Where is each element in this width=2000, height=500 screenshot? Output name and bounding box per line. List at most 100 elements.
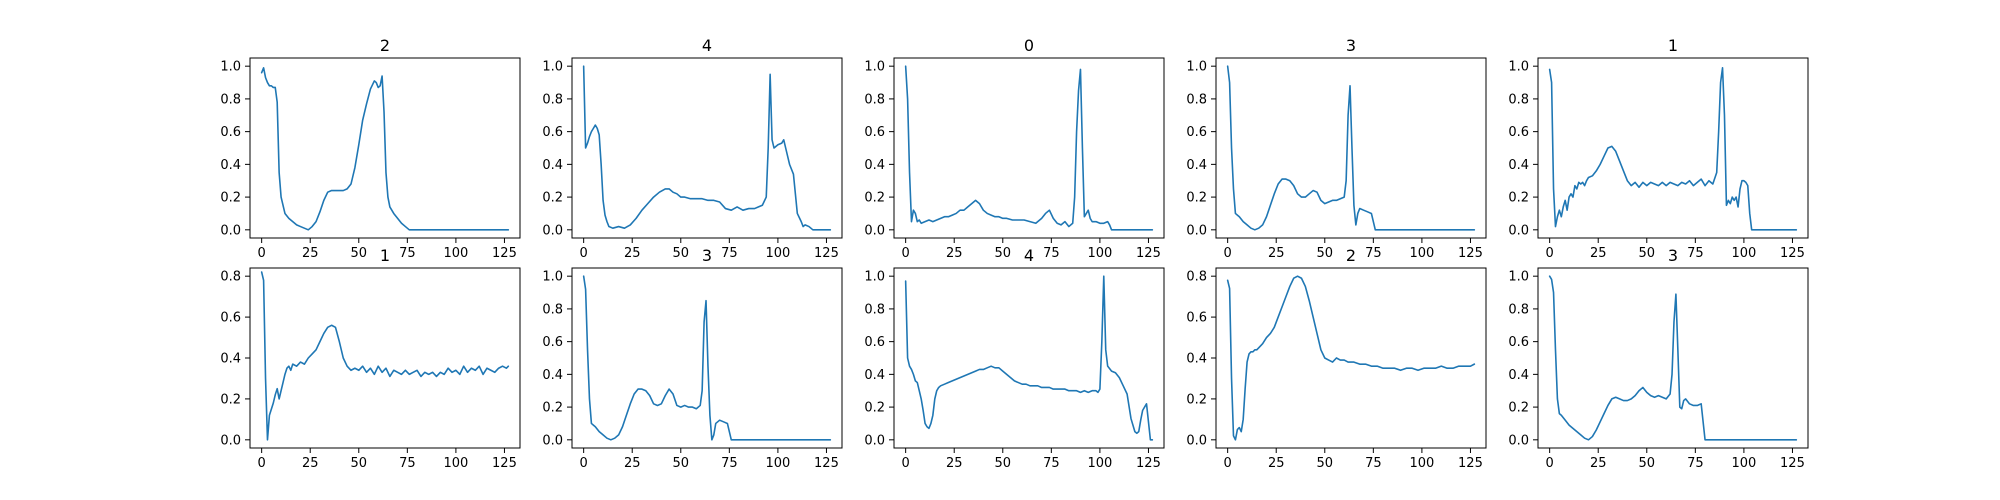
axes-frame bbox=[249, 267, 521, 449]
y-tick-label: 1.0 bbox=[1186, 60, 1207, 75]
axes-frame bbox=[571, 267, 843, 449]
y-tick-label: 0.8 bbox=[1508, 92, 1529, 107]
subplot-6: 0 25 50 75 100 125 0.0 0.2 0.4 0.6 0.8 1 bbox=[220, 246, 521, 471]
x-tick-label: 25 bbox=[946, 246, 963, 261]
y-tick-label: 0.8 bbox=[542, 302, 563, 317]
x-tick-label: 100 bbox=[1409, 456, 1434, 471]
x-tick-label: 25 bbox=[624, 246, 641, 261]
y-tick-label: 0.4 bbox=[220, 352, 241, 367]
y-tick-label: 0.0 bbox=[542, 223, 563, 238]
y-tick-label: 1.0 bbox=[864, 60, 885, 75]
subplot-1: 0 25 50 75 100 125 0.0 0.2 0.4 0.6 0.8 1.0 2 bbox=[220, 36, 521, 261]
x-tick-label: 25 bbox=[1268, 456, 1285, 471]
y-tick-label: 0.8 bbox=[1508, 302, 1529, 317]
series-line-1 bbox=[1226, 275, 1476, 441]
y-tick-label: 0.0 bbox=[864, 223, 885, 238]
x-tick-label: 0 bbox=[1546, 246, 1554, 261]
subplot-3: 0 25 50 75 100 125 0.0 0.2 0.4 0.6 0.8 1.0 0 bbox=[864, 36, 1165, 261]
subplot-9: 0 25 50 75 100 125 0.0 0.2 0.4 0.6 0.8 2 bbox=[1186, 246, 1487, 471]
y-tick-label: 0.6 bbox=[1186, 125, 1207, 140]
x-tick-label: 100 bbox=[1731, 246, 1756, 261]
x-tick-label: 125 bbox=[1780, 456, 1805, 471]
x-tick-label: 75 bbox=[1687, 246, 1704, 261]
y-tick-label: 0.2 bbox=[1508, 401, 1529, 416]
y-tick-label: 0.4 bbox=[864, 158, 885, 173]
y-tick-label: 0.8 bbox=[220, 270, 241, 285]
series-line-1 bbox=[260, 271, 510, 441]
x-tick-label: 125 bbox=[1458, 246, 1483, 261]
x-tick-label: 125 bbox=[492, 246, 517, 261]
y-tick-label: 0.4 bbox=[542, 368, 563, 383]
subplot-title: 3 bbox=[702, 246, 712, 265]
y-tick-label: 0.2 bbox=[542, 191, 563, 206]
x-tick-label: 25 bbox=[1590, 456, 1607, 471]
y-tick-label: 1.0 bbox=[1508, 270, 1529, 285]
series-line-1 bbox=[1548, 275, 1798, 441]
y-tick-label: 0.0 bbox=[220, 223, 241, 238]
x-tick-label: 50 bbox=[673, 456, 690, 471]
y-tick-label: 0.2 bbox=[220, 392, 241, 407]
y-tick-label: 0.8 bbox=[220, 92, 241, 107]
series-line-1 bbox=[904, 65, 1154, 231]
y-tick-label: 0.6 bbox=[1508, 335, 1529, 350]
axes-frame bbox=[249, 57, 521, 239]
x-tick-label: 75 bbox=[1687, 456, 1704, 471]
subplot-7: 0 25 50 75 100 125 0.0 0.2 0.4 0.6 0.8 1.0 3 bbox=[542, 246, 843, 471]
y-tick-label: 0.8 bbox=[864, 92, 885, 107]
x-tick-label: 75 bbox=[1365, 246, 1382, 261]
axes-frame bbox=[1537, 57, 1809, 239]
y-tick-label: 1.0 bbox=[864, 270, 885, 285]
subplot-10: 0 25 50 75 100 125 0.0 0.2 0.4 0.6 0.8 1.0 3 bbox=[1508, 246, 1809, 471]
x-tick-label: 125 bbox=[1458, 456, 1483, 471]
series-line-1 bbox=[1226, 65, 1476, 231]
x-tick-label: 25 bbox=[624, 456, 641, 471]
series-line-1 bbox=[1548, 67, 1798, 231]
subplot-title: 2 bbox=[1346, 246, 1356, 265]
x-tick-label: 75 bbox=[1043, 246, 1060, 261]
subplot-5: 0 25 50 75 100 125 0.0 0.2 0.4 0.6 0.8 1.0 1 bbox=[1508, 36, 1809, 261]
x-tick-label: 25 bbox=[302, 246, 319, 261]
x-tick-label: 125 bbox=[492, 456, 517, 471]
x-tick-label: 0 bbox=[1546, 456, 1554, 471]
x-tick-label: 125 bbox=[1780, 246, 1805, 261]
y-tick-label: 0.2 bbox=[864, 191, 885, 206]
x-tick-label: 100 bbox=[1409, 246, 1434, 261]
x-tick-label: 25 bbox=[1590, 246, 1607, 261]
subplot-8: 0 25 50 75 100 125 0.0 0.2 0.4 0.6 0.8 1.0 4 bbox=[864, 246, 1165, 471]
y-tick-label: 0.4 bbox=[1186, 158, 1207, 173]
x-tick-label: 50 bbox=[995, 246, 1012, 261]
y-tick-label: 1.0 bbox=[1508, 60, 1529, 75]
axes-frame bbox=[1537, 267, 1809, 449]
x-tick-label: 125 bbox=[1136, 456, 1161, 471]
x-tick-label: 75 bbox=[1043, 456, 1060, 471]
axes-frame bbox=[1215, 57, 1487, 239]
y-tick-label: 0.6 bbox=[864, 335, 885, 350]
y-tick-label: 0.4 bbox=[864, 368, 885, 383]
x-tick-label: 50 bbox=[1317, 246, 1334, 261]
subplot-title: 2 bbox=[380, 36, 390, 55]
y-tick-label: 0.8 bbox=[1186, 270, 1207, 285]
x-tick-label: 0 bbox=[580, 456, 588, 471]
y-tick-label: 0.4 bbox=[542, 158, 563, 173]
x-tick-label: 50 bbox=[351, 456, 368, 471]
y-tick-label: 0.6 bbox=[1508, 125, 1529, 140]
x-tick-label: 0 bbox=[258, 456, 266, 471]
x-tick-label: 50 bbox=[1639, 456, 1656, 471]
series-line-1 bbox=[904, 275, 1154, 441]
x-tick-label: 125 bbox=[814, 456, 839, 471]
x-tick-label: 0 bbox=[902, 246, 910, 261]
x-tick-label: 50 bbox=[1317, 456, 1334, 471]
subplot-4: 0 25 50 75 100 125 0.0 0.2 0.4 0.6 0.8 1.0 3 bbox=[1186, 36, 1487, 261]
series-line-1 bbox=[582, 275, 832, 441]
y-tick-label: 1.0 bbox=[220, 60, 241, 75]
x-tick-label: 75 bbox=[399, 456, 416, 471]
x-tick-label: 25 bbox=[1268, 246, 1285, 261]
x-tick-label: 0 bbox=[1224, 246, 1232, 261]
x-tick-label: 25 bbox=[302, 456, 319, 471]
y-tick-label: 1.0 bbox=[542, 270, 563, 285]
x-tick-label: 25 bbox=[946, 456, 963, 471]
y-tick-label: 0.2 bbox=[1508, 191, 1529, 206]
y-tick-label: 0.0 bbox=[542, 433, 563, 448]
x-tick-label: 0 bbox=[258, 246, 266, 261]
